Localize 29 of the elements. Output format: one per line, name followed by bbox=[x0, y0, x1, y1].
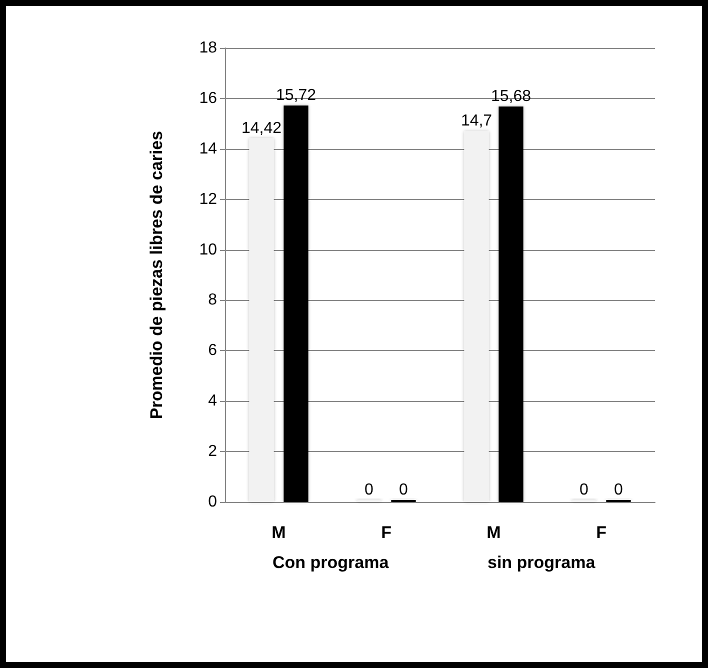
y-tick-label: 6 bbox=[208, 342, 218, 360]
bar bbox=[498, 106, 524, 502]
bar bbox=[464, 131, 489, 502]
data-label: 15,68 bbox=[490, 88, 532, 106]
text: sin programa bbox=[488, 553, 596, 572]
y-tick-label: 14 bbox=[199, 140, 218, 158]
y-tick-label: 10 bbox=[199, 241, 218, 258]
data-label: 14,42 bbox=[241, 120, 282, 137]
data-label: 0 bbox=[399, 482, 408, 498]
x-tick-label: M bbox=[272, 523, 286, 542]
y-tick-label: 16 bbox=[199, 90, 218, 107]
x-tick-label: F bbox=[381, 523, 392, 542]
y-tick-label: 0 bbox=[208, 494, 218, 510]
bar bbox=[284, 106, 308, 502]
data-label: 0 bbox=[580, 482, 589, 498]
data-label: 0 bbox=[614, 482, 624, 498]
y-tick-label: 18 bbox=[199, 40, 218, 56]
y-tick-label: 8 bbox=[208, 292, 218, 309]
x-tick-label: M bbox=[486, 523, 501, 542]
y-tick-label: 12 bbox=[199, 190, 218, 208]
bar bbox=[249, 138, 274, 502]
y-tick-label: 2 bbox=[208, 443, 218, 460]
text: Con programa bbox=[272, 553, 390, 572]
y-tick-label: 4 bbox=[208, 392, 218, 410]
y-axis-title: Promedio de piezas libres de caries bbox=[147, 130, 166, 420]
x-tick-label: F bbox=[596, 523, 606, 542]
data-label: 15,72 bbox=[276, 87, 316, 104]
data-label: 14,7 bbox=[460, 112, 492, 130]
data-label: 0 bbox=[364, 482, 374, 498]
